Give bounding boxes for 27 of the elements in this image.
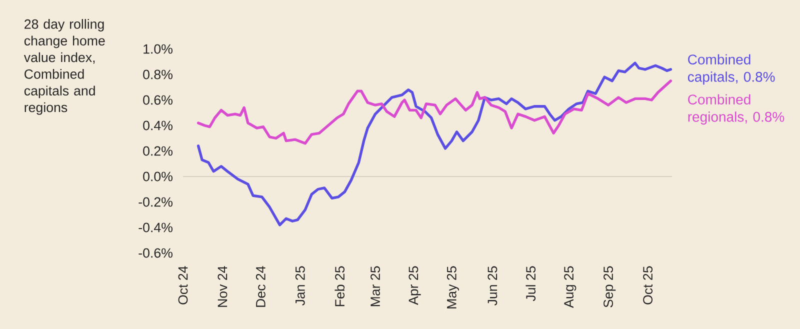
x-tick-label: Jul 25 — [526, 266, 536, 302]
y-tick-label: 0.0% — [143, 172, 172, 182]
y-tick-label: 0.6% — [143, 95, 172, 105]
y-axis-title: 28 day rolling change home value index, Combined capitals and regions — [24, 19, 105, 115]
y-tick-label: 1.0% — [144, 44, 172, 54]
y-tick-label: 0.2% — [143, 146, 172, 156]
y-tick-label: 0.8% — [143, 70, 172, 80]
series-label: Combined capitals, 0.8% — [688, 54, 775, 85]
x-tick-label: Feb 25 — [334, 266, 345, 306]
y-tick-label: -0.4% — [138, 222, 172, 232]
x-tick-label: Jan 25 — [295, 266, 305, 306]
y-tick-label: -0.6% — [138, 248, 172, 258]
x-tick-label: Dec 24 — [256, 266, 266, 307]
line-series — [196, 80, 672, 145]
x-tick-label: Mar 25 — [370, 266, 380, 306]
x-tick-label: Oct 24 — [178, 266, 188, 304]
y-tick-label: -0.2% — [138, 197, 172, 207]
x-tick-label: Nov 24 — [218, 266, 228, 307]
y-tick-label: 0.4% — [143, 120, 172, 130]
series-label: Combined regionals, 0.8% — [688, 94, 784, 125]
x-tick-label: Sep 25 — [604, 266, 616, 308]
line-series — [196, 62, 672, 226]
x-tick-label: Apr 25 — [408, 266, 421, 305]
x-tick-label: Jun 25 — [488, 266, 498, 306]
x-tick-label: Aug 25 — [564, 266, 576, 308]
x-tick-label: Oct 25 — [643, 266, 653, 304]
x-tick-label: May 25 — [446, 266, 460, 308]
